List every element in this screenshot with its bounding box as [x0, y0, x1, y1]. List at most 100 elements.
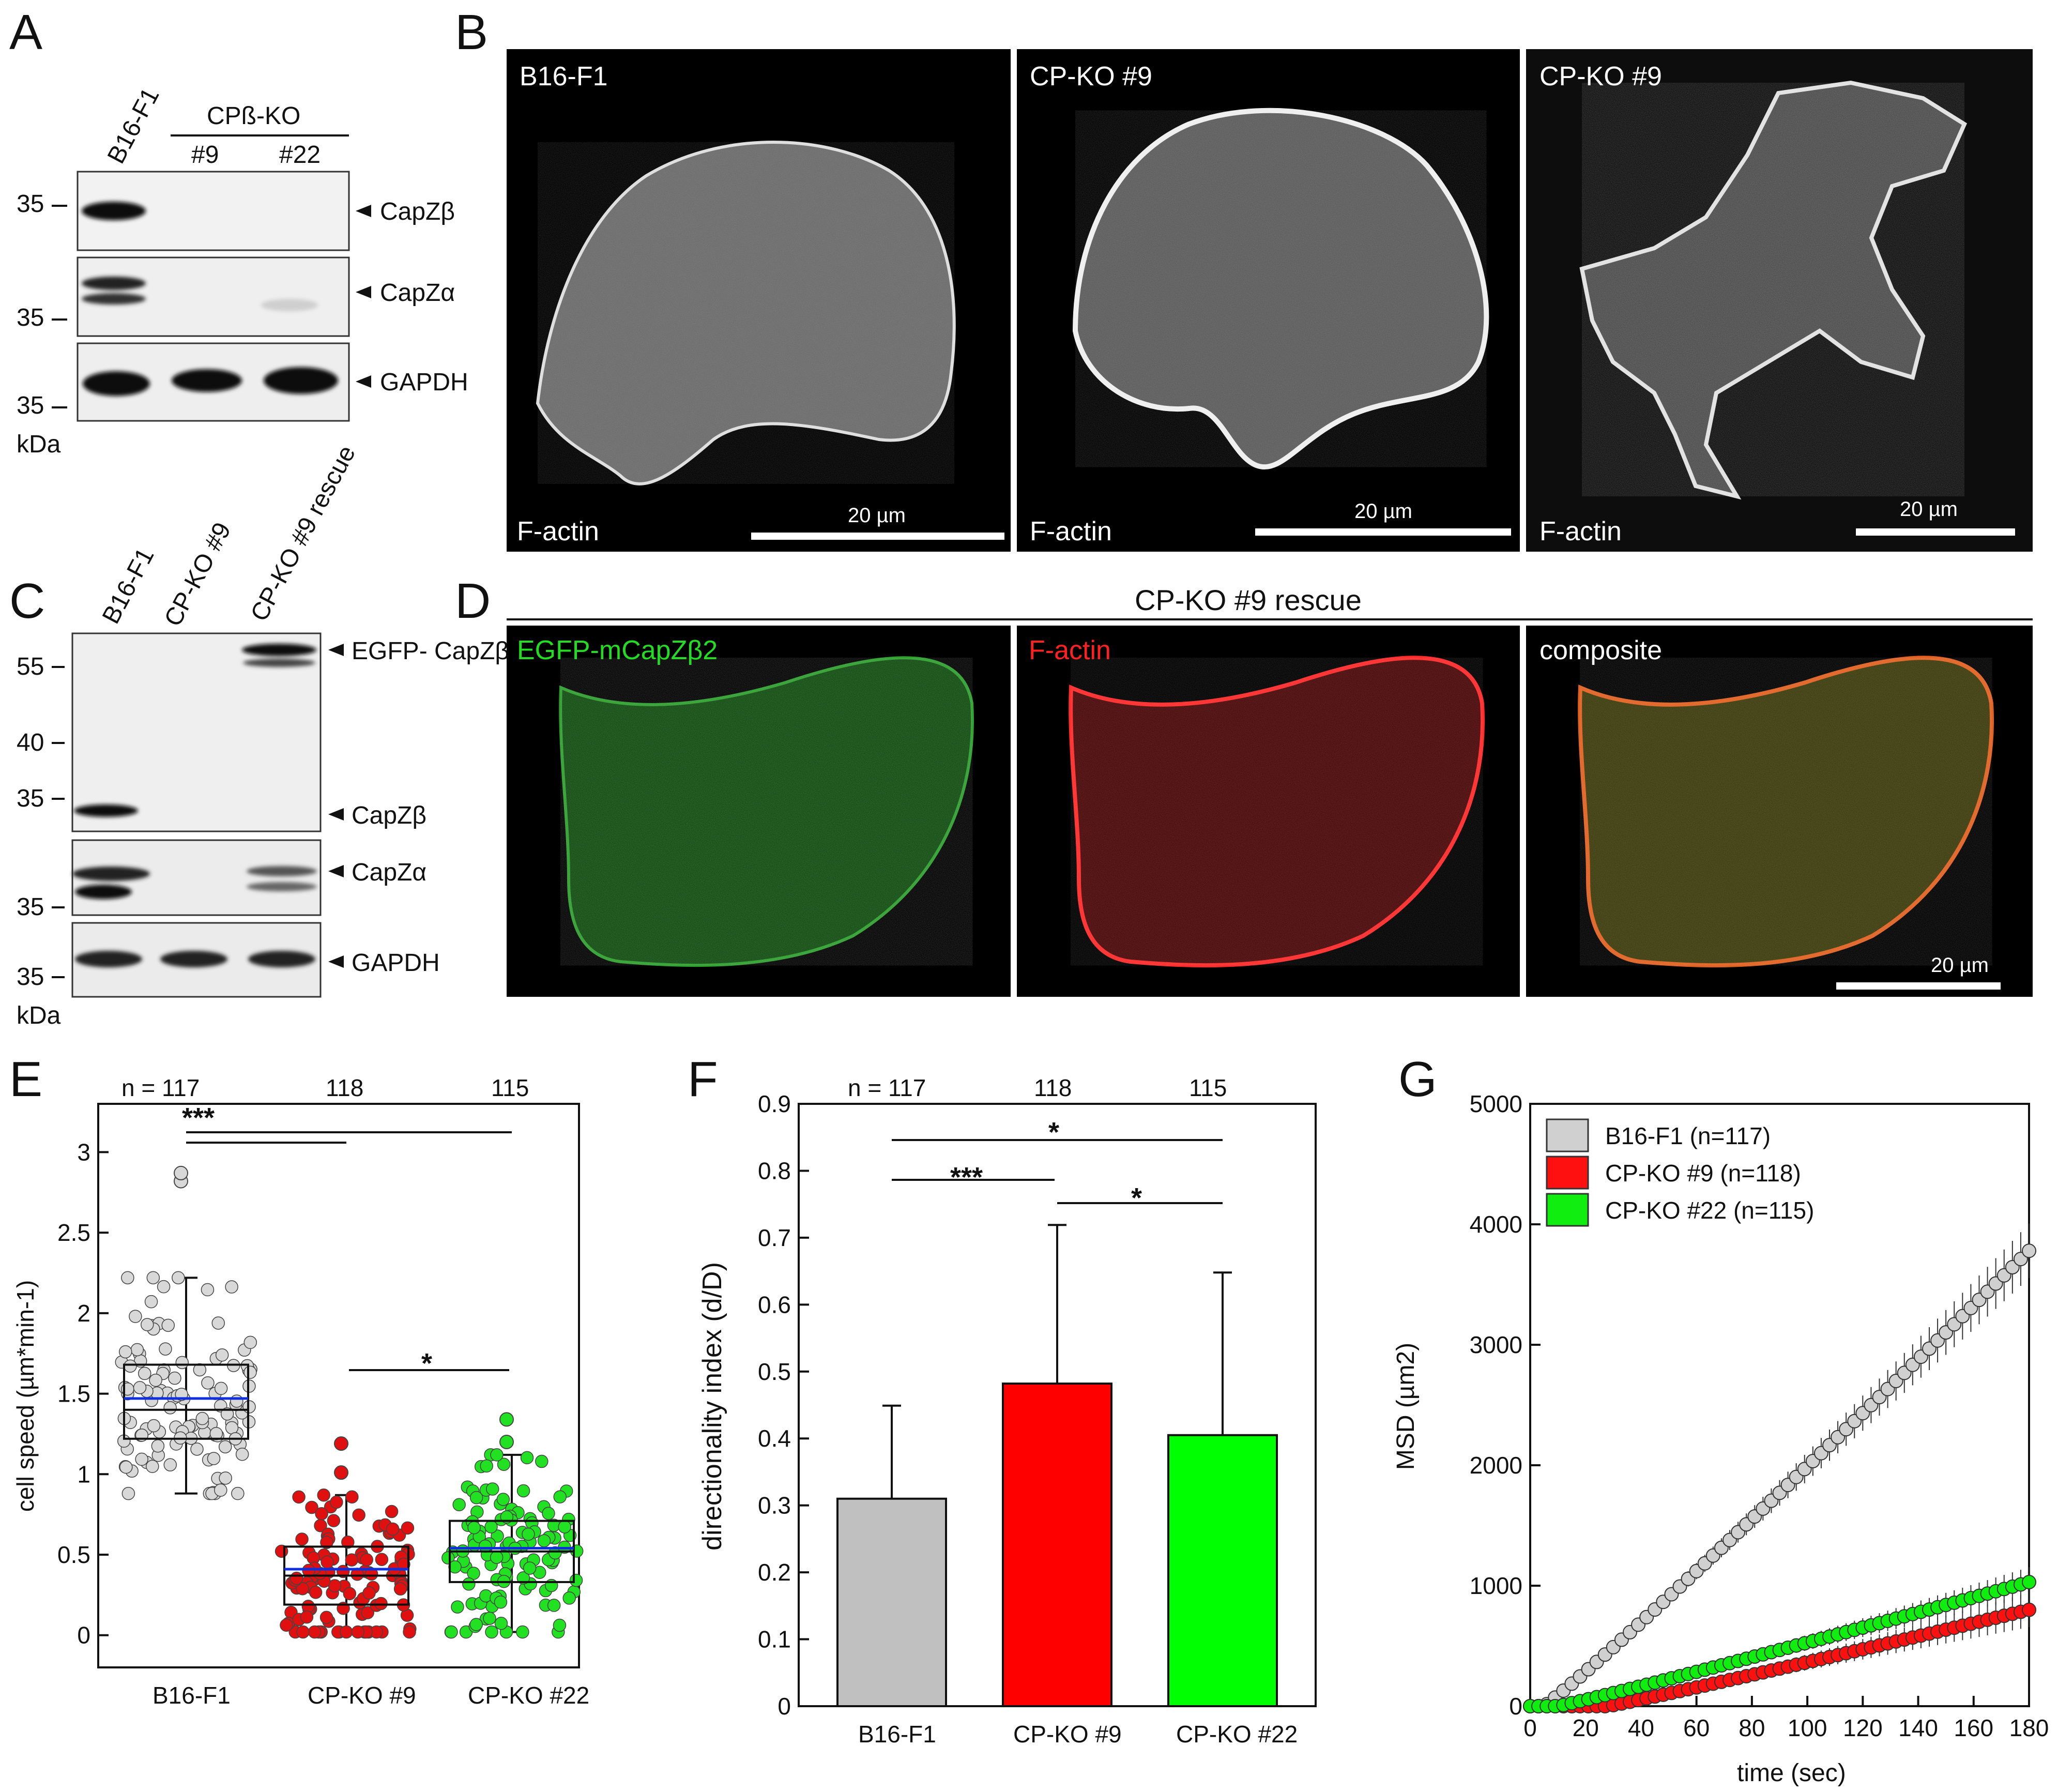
scale-bar-b16: [751, 533, 1004, 540]
data-point-e: [296, 1625, 310, 1639]
data-point-e: [225, 1280, 238, 1294]
bar-f: [1167, 1434, 1278, 1707]
xlabel-g: time (sec): [1737, 1759, 1846, 1787]
data-point-e: [225, 1421, 239, 1435]
data-point-e: [146, 1271, 160, 1285]
stain-label-cpko9-1: F-actin: [1030, 517, 1112, 546]
data-point-e: [295, 1532, 309, 1546]
data-point-e: [144, 1295, 158, 1309]
data-point-e: [345, 1490, 359, 1504]
data-point-e: [330, 1495, 343, 1509]
marker-55-c: 55: [17, 653, 44, 680]
data-point-e: [462, 1577, 476, 1591]
data-point-e: [172, 1271, 185, 1285]
xlabel-e2: CP-KO #9: [308, 1682, 416, 1709]
panel-letter-a: A: [9, 5, 42, 60]
scale-label-d: 20 µm: [1931, 954, 1989, 977]
data-point-e: [516, 1625, 529, 1639]
band-label-capza-c: CapZα: [352, 859, 426, 886]
panel-e-boxplot: cell speed (µm*min-1) n = 117 118 115 B1…: [12, 1074, 589, 1709]
sig-f1: *: [1048, 1117, 1059, 1148]
ytick-label-g: 2000: [1470, 1452, 1522, 1479]
data-point-e: [133, 1381, 147, 1394]
data-point-e: [558, 1520, 571, 1533]
data-point-e: [374, 1597, 388, 1611]
data-point-e: [159, 1342, 172, 1356]
xtick-label-g: 40: [1628, 1714, 1654, 1741]
panel-d-title: CP-KO #9 rescue: [1135, 584, 1362, 616]
image-title-b16: B16-F1: [520, 62, 608, 92]
data-point-e: [480, 1459, 493, 1473]
data-point-e: [467, 1521, 481, 1535]
data-point-e: [315, 1507, 328, 1521]
data-point-e: [569, 1573, 583, 1587]
data-point-e: [542, 1507, 555, 1520]
ytick-label-f: 0.9: [758, 1090, 791, 1117]
ytick-label-f: 0.5: [758, 1358, 791, 1385]
data-point-e: [243, 1365, 257, 1379]
unit-kda-a: kDa: [17, 431, 61, 458]
data-point-e: [219, 1471, 232, 1485]
ytick-label-e: 1.5: [57, 1380, 90, 1407]
panel-letter-c: C: [9, 573, 45, 629]
data-point-e: [320, 1536, 333, 1549]
legend-swatch-ko9: [1546, 1156, 1589, 1190]
image-title-cpko9-2: CP-KO #9: [1539, 62, 1662, 92]
data-point-e: [386, 1522, 400, 1536]
data-point-e: [190, 1442, 204, 1456]
data-point-e: [163, 1401, 177, 1415]
data-point-e: [467, 1567, 480, 1580]
stain-label-b16: F-actin: [517, 517, 599, 546]
data-point-e: [151, 1439, 165, 1453]
data-point-e: [124, 1359, 137, 1373]
ytick-label-g: 1000: [1470, 1572, 1522, 1599]
band-label-egfp: EGFP- CapZβ: [352, 637, 509, 665]
image-title-cpko9-1: CP-KO #9: [1030, 62, 1152, 92]
ytick-label-f: 0: [778, 1693, 791, 1720]
ytick-label-f: 0.3: [758, 1492, 791, 1519]
data-point-e: [129, 1310, 142, 1323]
data-point-e: [451, 1600, 464, 1614]
data-point-e: [138, 1366, 151, 1380]
ytick-label-g: 3000: [1470, 1331, 1522, 1358]
data-point-e: [163, 1458, 177, 1471]
data-point-e: [121, 1271, 134, 1285]
data-point-e: [175, 1356, 189, 1370]
data-point-g: [2022, 1602, 2036, 1617]
xtick-label-g: 180: [2009, 1714, 2049, 1741]
plot-frame-g: [1529, 1103, 2030, 1707]
data-point-e: [375, 1553, 389, 1567]
ylabel-e: cell speed (µm*min-1): [12, 1280, 39, 1512]
data-point-e: [553, 1618, 567, 1632]
sig-f2: ***: [950, 1162, 983, 1193]
data-point-e: [161, 1318, 175, 1332]
marker-35-c2: 35: [17, 893, 44, 921]
data-point-e: [497, 1457, 511, 1471]
data-point-e: [364, 1567, 378, 1581]
data-point-e: [214, 1381, 228, 1395]
data-point-e: [496, 1493, 510, 1506]
outlier-point-e: [334, 1465, 348, 1480]
data-point-e: [494, 1617, 508, 1630]
data-point-e: [553, 1490, 567, 1504]
stain-label-cpko9-2: F-actin: [1539, 517, 1622, 546]
ytick-label-e: 2.5: [57, 1219, 90, 1246]
scale-bar-d: [1836, 982, 2001, 990]
data-point-e: [235, 1448, 249, 1461]
data-point-e: [242, 1400, 256, 1414]
ytick-label-e: 2: [77, 1300, 90, 1327]
lane-label-c-rescue: CP-KO #9 rescue: [246, 441, 361, 626]
data-point-e: [130, 1343, 144, 1357]
ytick-label-f: 0.1: [758, 1626, 791, 1653]
data-point-e: [486, 1482, 499, 1496]
data-point-e: [341, 1535, 355, 1549]
lane-label-c-b16: B16-F1: [97, 543, 160, 628]
data-point-e: [484, 1520, 498, 1533]
ylabel-g: MSD (µm2): [1392, 1343, 1420, 1470]
data-point-e: [321, 1555, 334, 1569]
panel-a-blot: B16-F1 CPß-KO #9 #22 35 35 35 kDa CapZβ …: [17, 83, 468, 458]
sig-f3: *: [1131, 1182, 1142, 1213]
panel-g-msd: MSD (µm2) time (sec) B16-F1 (n=117) CP-K…: [1392, 1090, 2049, 1787]
data-point-e: [231, 1486, 245, 1500]
panel-letter-g: G: [1398, 1052, 1437, 1107]
